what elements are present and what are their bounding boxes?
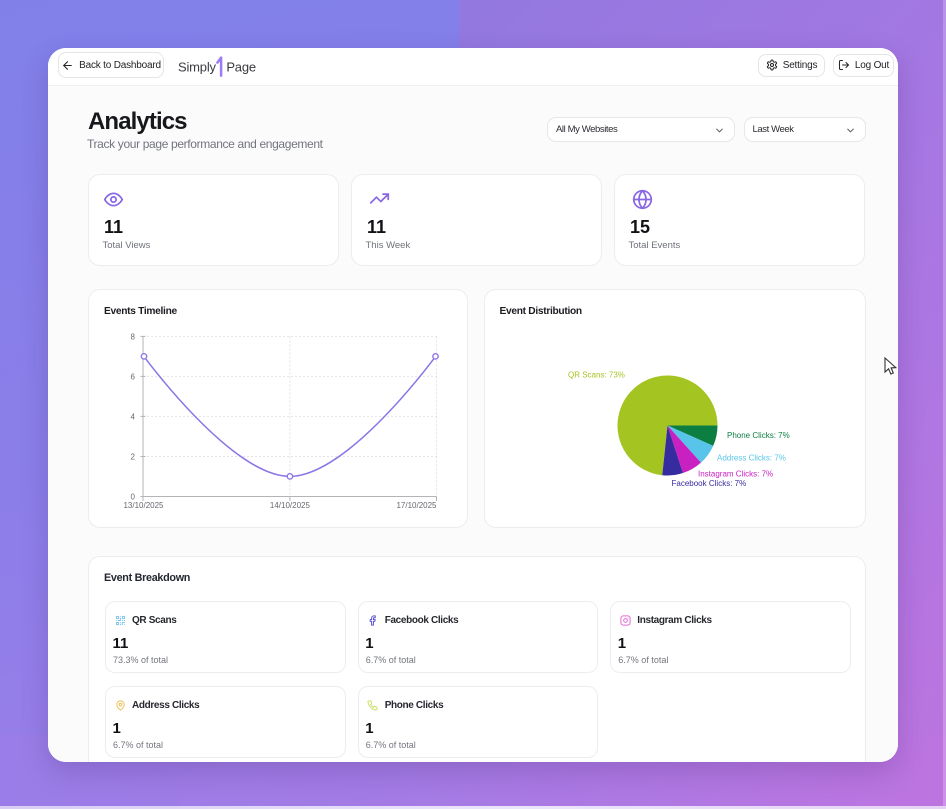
svg-text:14/10/2025: 14/10/2025 [270, 501, 311, 510]
svg-text:0: 0 [131, 493, 136, 502]
svg-text:8: 8 [131, 332, 136, 341]
svg-text:Address Clicks: 7%: Address Clicks: 7% [717, 454, 786, 463]
svg-text:13/10/2025: 13/10/2025 [123, 501, 164, 510]
svg-text:QR Scans: 73%: QR Scans: 73% [567, 371, 624, 380]
svg-text:Facebook Clicks: 7%: Facebook Clicks: 7% [671, 479, 746, 488]
svg-text:2: 2 [131, 453, 136, 462]
svg-text:6: 6 [131, 372, 136, 381]
svg-text:17/10/2025: 17/10/2025 [396, 501, 437, 510]
svg-text:4: 4 [131, 412, 136, 421]
svg-text:Phone Clicks: 7%: Phone Clicks: 7% [727, 431, 790, 440]
svg-text:Instagram Clicks: 7%: Instagram Clicks: 7% [698, 470, 773, 479]
